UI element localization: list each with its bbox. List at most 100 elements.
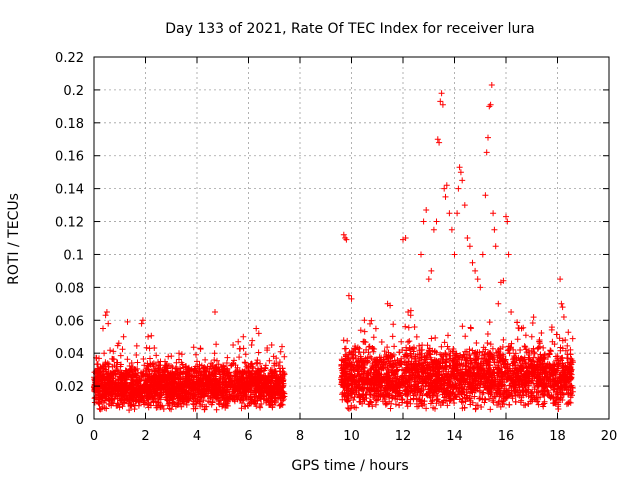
data-point	[344, 354, 351, 361]
data-point	[462, 348, 469, 355]
data-point	[101, 350, 108, 357]
data-point	[122, 382, 129, 389]
data-point	[126, 407, 133, 414]
data-point	[414, 366, 421, 373]
data-point	[260, 392, 267, 399]
data-point	[277, 401, 284, 408]
data-point	[200, 380, 207, 387]
data-point	[239, 397, 246, 404]
data-point	[279, 378, 286, 385]
data-point	[487, 369, 494, 376]
data-point	[193, 351, 199, 358]
data-point	[165, 389, 172, 396]
data-point	[186, 372, 193, 379]
data-point	[381, 396, 388, 403]
data-point	[146, 394, 153, 400]
data-point	[371, 380, 378, 387]
data-point	[157, 403, 164, 410]
data-point	[383, 370, 390, 377]
data-point	[165, 400, 172, 407]
data-point	[162, 364, 169, 371]
data-point	[249, 367, 256, 374]
data-point	[373, 386, 380, 393]
data-point	[508, 389, 515, 396]
data-point	[128, 360, 135, 366]
data-point	[253, 389, 260, 396]
data-point	[221, 376, 228, 383]
data-point	[102, 391, 109, 398]
data-point	[106, 374, 113, 381]
data-point	[173, 389, 179, 396]
data-point	[94, 361, 100, 368]
data-point	[452, 393, 459, 400]
data-point	[562, 347, 569, 354]
data-point	[515, 389, 522, 395]
data-point	[214, 357, 220, 364]
data-point	[175, 384, 182, 390]
data-point	[117, 352, 124, 359]
data-point	[419, 402, 426, 409]
data-point	[166, 390, 173, 397]
data-point	[466, 355, 473, 362]
data-point	[537, 367, 544, 374]
data-point	[223, 360, 230, 366]
data-point	[565, 329, 572, 336]
data-point	[547, 382, 554, 389]
data-point	[539, 370, 546, 377]
data-point	[213, 367, 220, 374]
data-point	[419, 342, 426, 349]
data-point	[130, 395, 137, 402]
data-point	[143, 390, 150, 396]
data-point	[178, 380, 185, 387]
data-point	[212, 376, 219, 383]
data-point	[242, 351, 249, 358]
data-point	[457, 352, 464, 359]
data-point	[143, 344, 150, 351]
data-point	[169, 364, 176, 371]
data-point	[451, 400, 458, 406]
data-point	[423, 405, 430, 412]
data-point	[264, 345, 271, 351]
data-point	[462, 333, 469, 340]
data-point	[487, 341, 494, 348]
data-point	[272, 375, 279, 382]
data-point	[215, 398, 222, 405]
data-point	[402, 323, 409, 330]
data-point	[190, 405, 197, 412]
data-point	[390, 321, 397, 328]
data-point	[391, 343, 398, 350]
data-point	[518, 394, 525, 401]
data-point	[146, 384, 153, 391]
data-point	[190, 388, 197, 395]
data-point	[223, 381, 230, 388]
data-point	[271, 369, 278, 375]
data-point	[129, 383, 136, 390]
data-point	[407, 396, 414, 403]
data-point	[171, 372, 178, 379]
data-point	[188, 366, 195, 373]
data-point	[445, 368, 452, 375]
data-point	[217, 371, 224, 378]
data-point	[165, 353, 172, 360]
data-point	[541, 351, 548, 358]
data-point	[226, 380, 233, 387]
data-point	[449, 384, 456, 391]
data-point	[351, 372, 358, 379]
data-point	[154, 365, 160, 372]
data-point	[414, 383, 421, 390]
data-point	[443, 393, 450, 400]
data-point	[147, 355, 153, 362]
data-point	[556, 335, 563, 342]
data-point	[100, 399, 107, 406]
data-point	[108, 402, 115, 409]
data-point	[135, 380, 142, 387]
data-point	[200, 397, 207, 404]
data-point	[454, 367, 461, 374]
data-point	[473, 340, 480, 346]
data-point	[119, 403, 126, 410]
data-point	[245, 365, 252, 372]
data-point	[383, 379, 390, 386]
data-point	[185, 397, 192, 404]
data-point	[105, 377, 112, 384]
